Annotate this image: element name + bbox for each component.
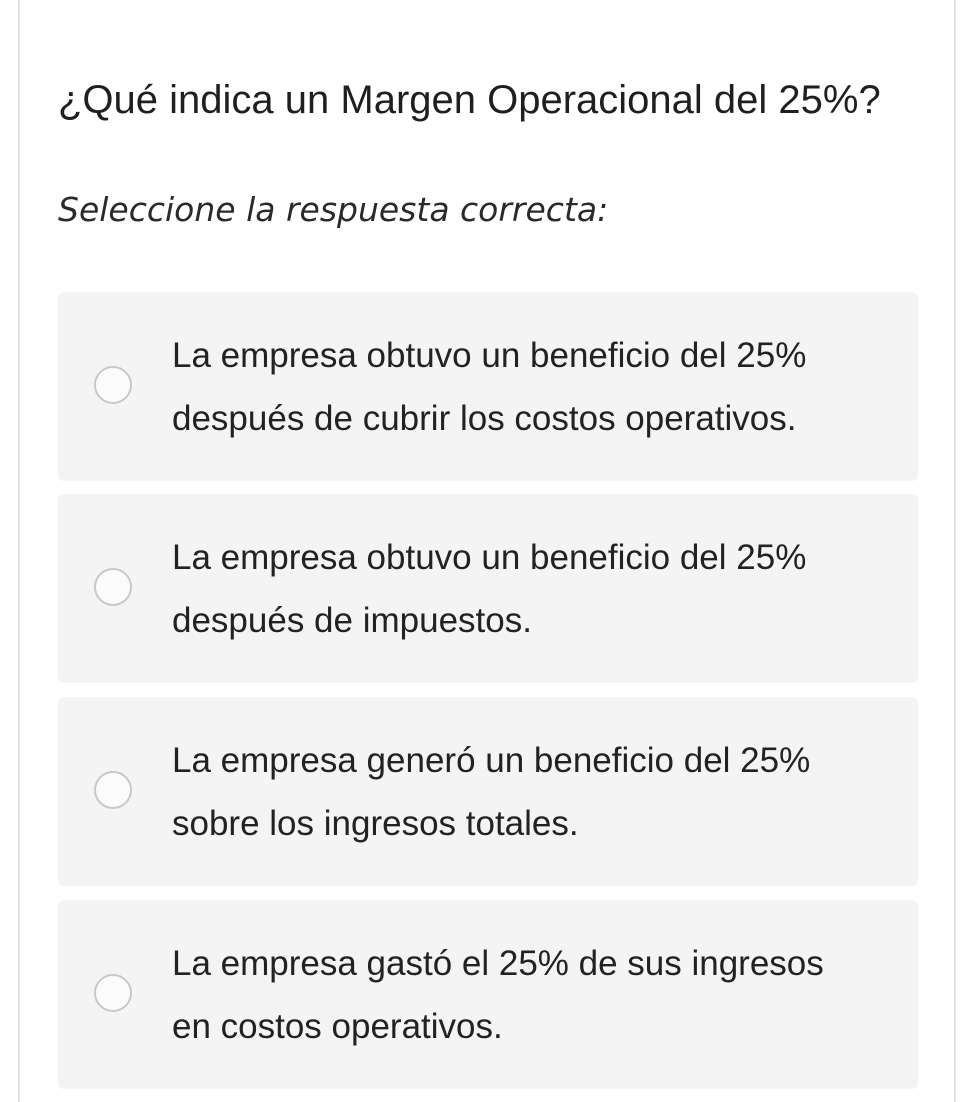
- radio-button[interactable]: [94, 366, 132, 404]
- option-label: La empresa obtuvo un beneficio del 25% d…: [172, 538, 807, 640]
- answer-option-2[interactable]: La empresa obtuvo un beneficio del 25% d…: [58, 494, 918, 683]
- option-label: La empresa gastó el 25% de sus ingresos …: [172, 944, 824, 1046]
- answer-option-4[interactable]: La empresa gastó el 25% de sus ingresos …: [58, 900, 918, 1089]
- answer-option-3[interactable]: La empresa generó un beneficio del 25% s…: [58, 697, 918, 886]
- content-frame: [18, 0, 956, 1102]
- question-instruction: Seleccione la respuesta correcta:: [58, 190, 609, 229]
- radio-button[interactable]: [94, 568, 132, 606]
- option-label: La empresa generó un beneficio del 25% s…: [172, 741, 811, 843]
- answer-option-1[interactable]: La empresa obtuvo un beneficio del 25% d…: [58, 292, 918, 481]
- radio-button[interactable]: [94, 771, 132, 809]
- question-title: ¿Qué indica un Margen Operacional del 25…: [58, 78, 881, 122]
- radio-button[interactable]: [94, 974, 132, 1012]
- option-label: La empresa obtuvo un beneficio del 25% d…: [172, 336, 807, 438]
